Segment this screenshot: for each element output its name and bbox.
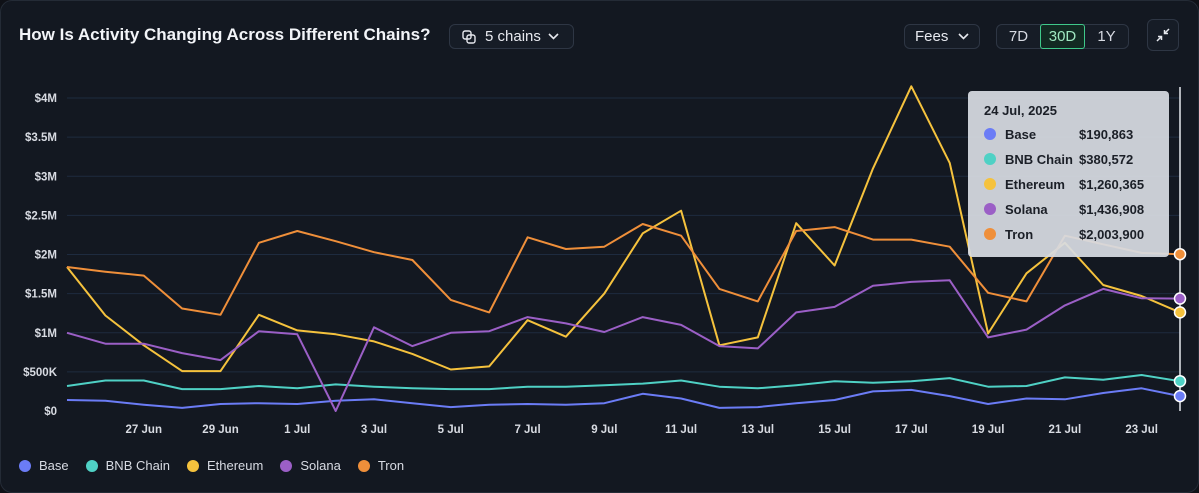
tooltip-row-base: Base $190,863	[984, 125, 1133, 143]
x-tick-label: 21 Jul	[1049, 424, 1082, 436]
tooltip-row-ethereum: Ethereum $1,260,365	[984, 175, 1144, 193]
legend-item-base[interactable]: Base	[19, 458, 69, 473]
tooltip-row-bnb: BNB Chain $380,572	[984, 150, 1133, 168]
range-1y-button[interactable]: 1Y	[1097, 28, 1116, 45]
collapse-button[interactable]	[1147, 19, 1179, 51]
tooltip-value: $2,003,900	[1079, 226, 1145, 242]
tooltip-dot-bnb	[984, 153, 996, 165]
line-chart: $0 $500K $1M $1.5M $2M $2.5M $3M $3.5M $4M 27 Jun…	[23, 85, 1187, 436]
y-tick-label: $1M	[35, 328, 57, 340]
x-tick-label: 27 Jun	[126, 424, 162, 436]
x-tick-label: 29 Jun	[202, 424, 238, 436]
x-tick-label: 1 Jul	[284, 424, 310, 436]
legend-label: Base	[39, 458, 69, 473]
y-tick-label: $4M	[35, 93, 57, 105]
hover-point-ethereum	[1173, 306, 1187, 319]
tooltip-date: 24 Jul, 2025	[984, 103, 1057, 118]
hover-point-bnb-chain	[1173, 374, 1187, 388]
tooltip-value: $380,572	[1079, 151, 1134, 167]
tooltip-value: $1,436,908	[1079, 201, 1145, 217]
tooltip-name: Base	[1005, 126, 1037, 142]
x-tick-label: 13 Jul	[742, 424, 775, 436]
x-tick-label: 11 Jul	[665, 424, 697, 436]
tooltip-value: $190,863	[1079, 126, 1134, 142]
legend-dot-base	[19, 459, 31, 472]
legend-label: Solana	[300, 458, 341, 473]
x-tick-label: 23 Jul	[1125, 424, 1158, 436]
series-line-solana	[66, 279, 1181, 412]
chart-legend: Base BNB Chain Ethereum Solana Tron	[19, 458, 421, 473]
tooltip-row-solana: Solana $1,436,908	[984, 200, 1144, 218]
tooltip-name: Ethereum	[1005, 176, 1065, 192]
y-tick-label: $0	[44, 406, 57, 418]
legend-dot-tron	[357, 459, 370, 472]
y-tick-label: $2.5M	[25, 210, 57, 222]
tooltip-dot-tron	[984, 228, 996, 240]
tooltip-name: Tron	[1005, 226, 1034, 242]
hover-point-base	[1173, 389, 1187, 403]
x-tick-label: 3 Jul	[361, 424, 387, 436]
y-tick-label: $1.5M	[25, 289, 57, 301]
x-tick-label: 7 Jul	[514, 424, 540, 436]
series-line-ethereum	[66, 85, 1181, 373]
chevron-down-icon	[958, 33, 969, 40]
x-tick-label: 17 Jul	[895, 424, 928, 436]
y-tick-label: $3M	[35, 171, 57, 183]
legend-label: Ethereum	[206, 458, 264, 473]
tooltip-value: $1,260,365	[1079, 176, 1145, 192]
y-tick-label: $500K	[23, 367, 58, 379]
tooltip-name: Solana	[1005, 201, 1048, 217]
layers-icon	[462, 29, 476, 44]
tooltip-row-tron: Tron $2,003,900	[984, 225, 1144, 243]
legend-dot-bnb	[85, 459, 98, 472]
range-30d-button[interactable]: 30D	[1040, 24, 1085, 49]
tooltip-name: BNB Chain	[1005, 151, 1073, 167]
chart-title: How Is Activity Changing Across Differen…	[19, 25, 431, 44]
time-range-selector: 7D 30D 1Y	[996, 24, 1129, 49]
legend-dot-solana	[280, 459, 293, 472]
x-tick-label: 15 Jul	[818, 424, 851, 436]
legend-label: Tron	[377, 458, 405, 473]
hover-point-solana	[1173, 292, 1187, 305]
metric-dropdown[interactable]: Fees	[904, 24, 980, 49]
series-line-bnb-chain	[66, 374, 1181, 391]
x-tick-label: 19 Jul	[972, 424, 1005, 436]
tooltip: 24 Jul, 2025 Base $190,863 BNB Chain $38…	[968, 91, 1169, 257]
series-line-tron	[66, 223, 1181, 316]
hover-point-tron	[1173, 247, 1187, 261]
tooltip-dot-solana	[984, 203, 996, 215]
legend-item-solana[interactable]: Solana	[280, 458, 341, 473]
x-tick-label: 5 Jul	[438, 424, 464, 436]
series-line-base	[66, 387, 1181, 409]
legend-label: BNB Chain	[105, 458, 170, 473]
chains-selector-label: 5 chains	[485, 28, 541, 45]
range-7d-button[interactable]: 7D	[1008, 28, 1029, 45]
legend-dot-ethereum	[186, 459, 199, 472]
chevron-down-icon	[548, 33, 559, 40]
chains-selector[interactable]: 5 chains	[449, 24, 574, 49]
collapse-icon	[1156, 28, 1170, 42]
legend-item-ethereum[interactable]: Ethereum	[186, 458, 264, 473]
y-tick-label: $2M	[35, 250, 57, 262]
x-tick-label: 9 Jul	[591, 424, 617, 436]
tooltip-dot-ethereum	[984, 178, 996, 190]
metric-dropdown-label: Fees	[915, 28, 949, 45]
y-tick-label: $3.5M	[25, 132, 57, 144]
legend-item-tron[interactable]: Tron	[357, 458, 405, 473]
tooltip-dot-base	[984, 128, 996, 140]
legend-item-bnb[interactable]: BNB Chain	[85, 458, 170, 473]
